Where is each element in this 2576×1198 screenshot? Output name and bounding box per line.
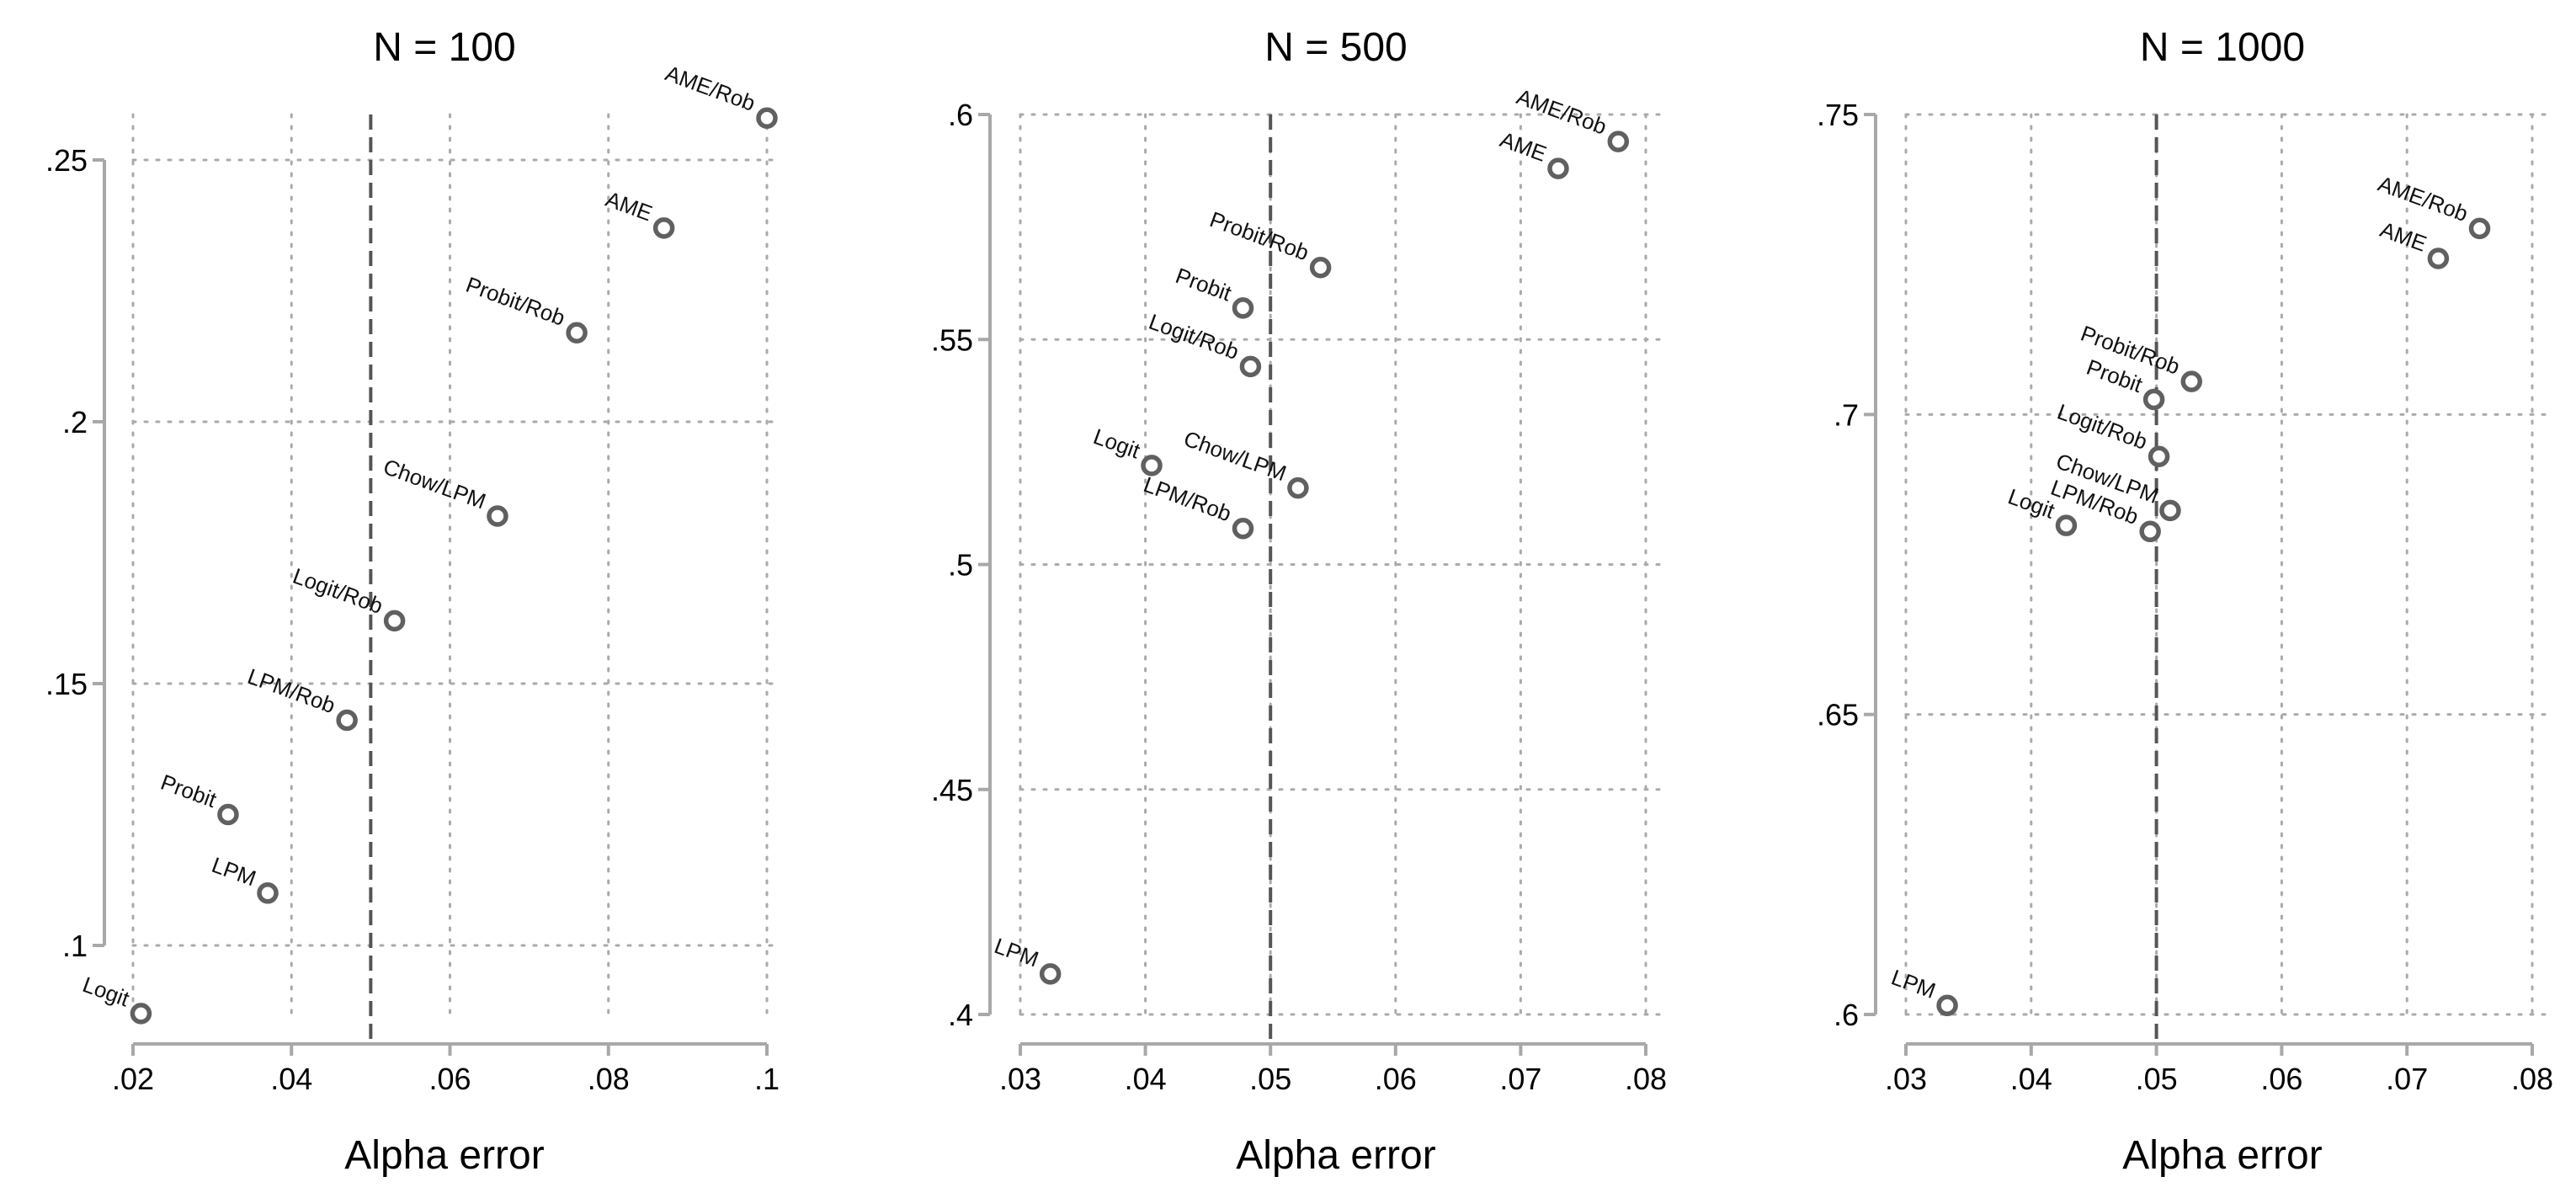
x-axis-title: Alpha error bbox=[344, 1133, 544, 1178]
data-point bbox=[1239, 355, 1262, 378]
point-label: Chow/LPM bbox=[380, 454, 489, 514]
panel-1: .1 .15 .2 .25 .02 .04 .06 .08 .1 N = 100 Alpha err… bbox=[45, 25, 780, 1178]
data-point bbox=[1936, 994, 1958, 1017]
point-label: Logit/Rob bbox=[2054, 399, 2151, 455]
point-label: AME bbox=[2376, 216, 2430, 256]
y-tick-label: .4 bbox=[948, 998, 973, 1032]
data-point bbox=[1141, 455, 1163, 477]
y-tick-label: .2 bbox=[62, 405, 88, 439]
panel-title: N = 500 bbox=[1264, 25, 1407, 70]
x-tick-label: .08 bbox=[1625, 1062, 1667, 1096]
x-tick-label: .1 bbox=[754, 1062, 780, 1096]
data-point bbox=[1039, 963, 1062, 985]
data-point bbox=[2139, 520, 2161, 543]
data-point bbox=[2148, 445, 2170, 467]
x-tick-label: .08 bbox=[2511, 1062, 2553, 1096]
x-tick-label: .02 bbox=[112, 1062, 154, 1096]
x-tick-label: .07 bbox=[2386, 1062, 2428, 1096]
panel-title: N = 100 bbox=[373, 25, 515, 70]
data-point bbox=[130, 1003, 152, 1025]
x-tick-label: .03 bbox=[1885, 1062, 1927, 1096]
point-label: AME/Rob bbox=[662, 61, 758, 116]
data-point bbox=[2142, 388, 2165, 411]
data-point bbox=[756, 107, 778, 129]
point-label: LPM/Rob bbox=[1141, 471, 1235, 526]
point-label: AME/Rob bbox=[1514, 83, 1610, 139]
data-point bbox=[652, 217, 675, 239]
x-tick-label: .06 bbox=[2260, 1062, 2302, 1096]
y-tick-label: .1 bbox=[62, 929, 88, 963]
data-point bbox=[257, 882, 279, 904]
data-point bbox=[2055, 514, 2078, 536]
data-point bbox=[566, 322, 588, 344]
y-tick-label: .15 bbox=[45, 667, 88, 701]
y-tick-label: .55 bbox=[931, 322, 973, 357]
point-label: Probit bbox=[157, 769, 221, 813]
point-label: LPM bbox=[991, 933, 1042, 972]
panel-3: .6 .65 .7 .75 .03 .04 .05 .06 .07 .08 N = 1000 Alph… bbox=[1817, 25, 2553, 1178]
point-label: LPM bbox=[209, 852, 260, 891]
x-tick-label: .03 bbox=[999, 1062, 1041, 1096]
y-tick-label: .7 bbox=[1834, 397, 1859, 432]
x-tick-label: .06 bbox=[1375, 1062, 1417, 1096]
x-tick-label: .04 bbox=[1125, 1062, 1167, 1096]
data-point bbox=[1287, 477, 1309, 499]
point-label: Logit bbox=[1090, 423, 1144, 464]
data-point bbox=[383, 610, 406, 632]
data-point bbox=[2180, 370, 2203, 392]
x-tick-label: .05 bbox=[1249, 1062, 1291, 1096]
x-tick-label: .04 bbox=[2010, 1062, 2052, 1096]
data-point bbox=[1232, 297, 1254, 319]
point-label: Probit bbox=[1173, 263, 1236, 306]
y-tick-label: .75 bbox=[1817, 98, 1859, 132]
y-tick-label: .45 bbox=[931, 773, 973, 807]
data-point bbox=[1547, 157, 1569, 179]
x-tick-label: .05 bbox=[2136, 1062, 2178, 1096]
data-point bbox=[2427, 248, 2450, 269]
x-axis-title: Alpha error bbox=[1236, 1133, 1435, 1178]
point-label: Logit bbox=[79, 972, 133, 1012]
panel-title: N = 1000 bbox=[2140, 25, 2305, 70]
data-point bbox=[487, 505, 508, 527]
y-tick-label: .6 bbox=[948, 98, 973, 132]
data-point bbox=[336, 709, 358, 732]
point-label: AME bbox=[603, 186, 656, 226]
y-tick-label: .6 bbox=[1834, 998, 1859, 1032]
data-point bbox=[2159, 499, 2181, 522]
data-point bbox=[217, 803, 239, 826]
y-tick-label: .65 bbox=[1817, 698, 1859, 732]
point-label: Logit/Rob bbox=[1146, 309, 1243, 365]
x-axis-title: Alpha error bbox=[2122, 1133, 2322, 1178]
data-point bbox=[1309, 256, 1332, 279]
point-label: Probit/Rob bbox=[463, 272, 569, 331]
point-label: Chow/LPM bbox=[1180, 426, 1290, 487]
point-label: LPM bbox=[1888, 964, 1940, 1003]
data-point bbox=[1607, 130, 1630, 152]
y-tick-label: .25 bbox=[45, 143, 88, 178]
point-label: AME bbox=[1497, 126, 1550, 166]
point-label: Probit/Rob bbox=[1206, 206, 1312, 265]
y-tick-label: .5 bbox=[948, 548, 973, 583]
data-point bbox=[1232, 517, 1254, 540]
x-tick-label: .06 bbox=[428, 1062, 471, 1096]
x-tick-label: .04 bbox=[270, 1062, 312, 1096]
x-tick-label: .08 bbox=[588, 1062, 630, 1096]
panel-2: .4 .45 .5 .55 .6 .03 .04 .05 .06 .07 .08 N = 500 Alp… bbox=[931, 25, 1667, 1178]
data-point bbox=[2468, 217, 2491, 240]
x-tick-label: .07 bbox=[1499, 1062, 1541, 1096]
